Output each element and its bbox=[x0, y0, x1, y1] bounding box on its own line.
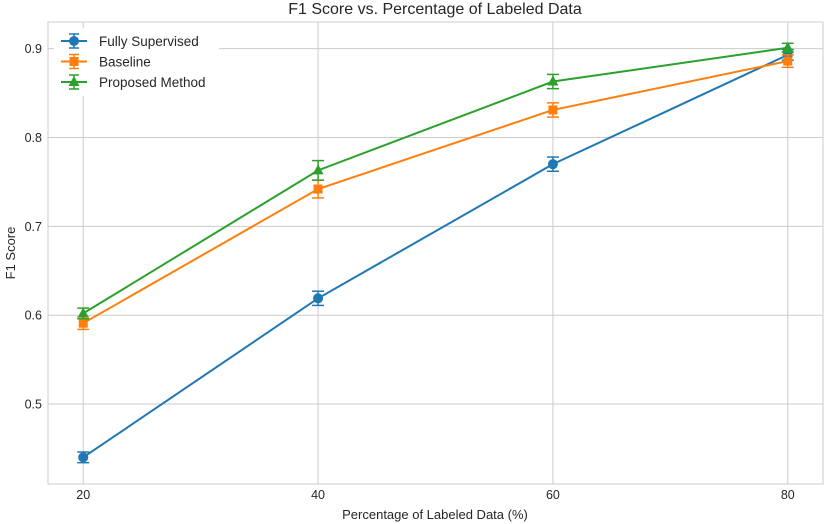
series-3 bbox=[77, 41, 794, 320]
legend-label: Baseline bbox=[99, 55, 151, 70]
series-line bbox=[82, 46, 788, 315]
data-point bbox=[312, 164, 324, 175]
legend-label: Fully Supervised bbox=[99, 34, 199, 49]
series-2 bbox=[77, 54, 794, 331]
plot-frame bbox=[47, 21, 824, 485]
data-point bbox=[783, 56, 793, 66]
data-point bbox=[78, 318, 88, 328]
series-line bbox=[82, 53, 789, 459]
legend-marker bbox=[68, 76, 80, 86]
y-tick-label: 0.8 bbox=[25, 131, 42, 145]
x-axis: 20 40 60 80 bbox=[76, 488, 794, 502]
y-axis: 0.5 0.6 0.7 0.8 0.9 bbox=[25, 42, 42, 411]
data-point bbox=[77, 307, 89, 318]
series-line bbox=[82, 60, 788, 325]
y-tick-label: 0.5 bbox=[25, 398, 42, 412]
grid bbox=[48, 22, 823, 484]
legend-item: Baseline bbox=[61, 53, 151, 70]
x-tick-label: 20 bbox=[76, 488, 90, 502]
y-tick-label: 0.9 bbox=[25, 42, 42, 56]
legend-item: Fully Supervised bbox=[61, 33, 199, 49]
chart-title: F1 Score vs. Percentage of Labeled Data bbox=[288, 1, 582, 18]
legend-item: Proposed Method bbox=[61, 74, 206, 90]
data-point bbox=[78, 452, 89, 463]
series-1 bbox=[77, 48, 794, 464]
data-point bbox=[548, 105, 558, 115]
data-point bbox=[313, 293, 324, 304]
x-tick-label: 40 bbox=[311, 488, 325, 502]
x-tick-label: 60 bbox=[546, 488, 560, 502]
data-point bbox=[313, 184, 323, 194]
legend-label: Proposed Method bbox=[99, 75, 206, 90]
data-point bbox=[782, 41, 794, 52]
y-axis-label: F1 Score bbox=[3, 227, 18, 280]
data-point bbox=[547, 75, 559, 86]
x-tick-label: 80 bbox=[781, 488, 795, 502]
legend: Fully Supervised Baseline Proposed Method bbox=[54, 28, 219, 96]
y-tick-label: 0.7 bbox=[25, 220, 42, 234]
y-tick-label: 0.6 bbox=[25, 309, 42, 323]
x-axis-label: Percentage of Labeled Data (%) bbox=[342, 507, 528, 522]
series-layer bbox=[77, 41, 794, 464]
data-point bbox=[547, 159, 558, 170]
legend-marker bbox=[69, 36, 79, 46]
legend-marker bbox=[69, 57, 79, 66]
